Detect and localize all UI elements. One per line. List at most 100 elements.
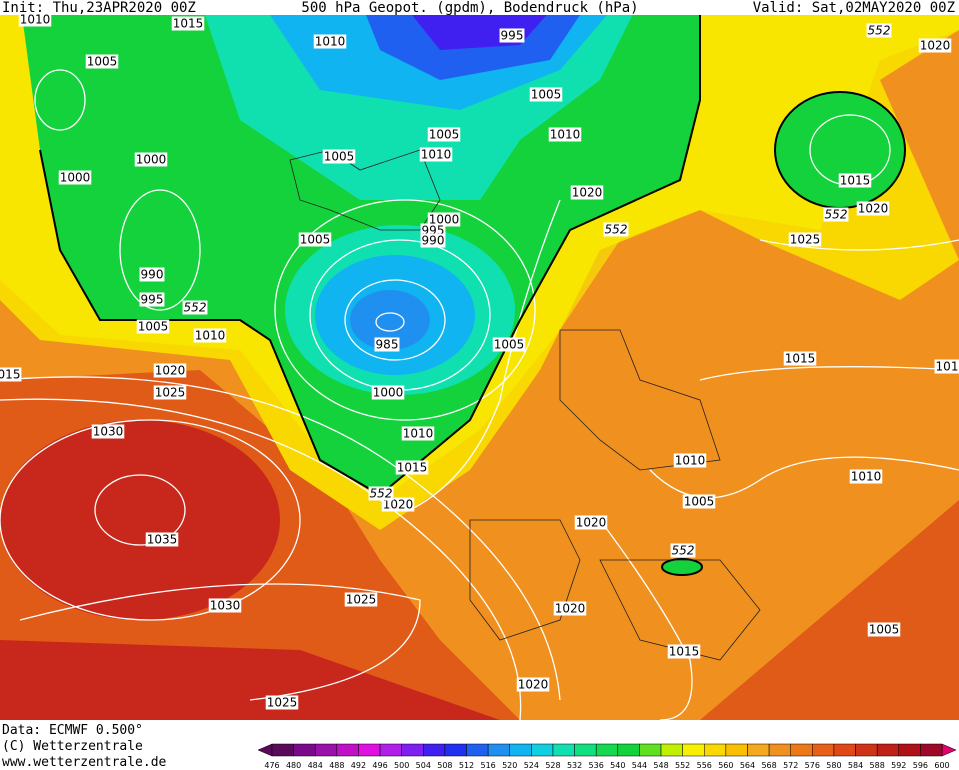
label-box — [682, 494, 716, 509]
isobar-labels: 1010 1015 1010 995 1005 1005 1010 1005 1010 1005 1… — [0, 12, 959, 710]
scale-cell — [466, 743, 489, 757]
scale-label: 480 — [286, 761, 301, 770]
isobar-label: 1010 — [195, 329, 226, 343]
header-bar — [0, 0, 959, 15]
scale-label: 536 — [589, 761, 604, 770]
isobar-label: 1025 — [267, 696, 298, 710]
label-box — [381, 497, 415, 512]
scale-cell — [444, 743, 467, 757]
label-box — [427, 127, 461, 142]
label-box — [401, 426, 435, 441]
isobar-label: 1020 — [555, 602, 586, 616]
label-box — [499, 28, 525, 43]
label-box — [395, 460, 429, 475]
isobar-label: 1000 — [429, 213, 460, 227]
isobar-label: 1010 — [851, 470, 882, 484]
label-box — [492, 337, 526, 352]
label-box — [193, 328, 227, 343]
isobar-label: 1005 — [531, 88, 562, 102]
scale-label: 560 — [718, 761, 733, 770]
isobar-label: 1030 — [210, 599, 241, 613]
label-box — [18, 12, 52, 27]
label-box — [371, 385, 405, 400]
label-box — [139, 267, 165, 282]
isobar-label: 995 — [141, 293, 164, 307]
label-box — [838, 173, 872, 188]
scale-label: 584 — [848, 761, 863, 770]
scale-label: 476 — [264, 761, 279, 770]
data-source: Data: ECMWF 0.500° — [2, 723, 143, 738]
scale-label: 568 — [761, 761, 776, 770]
isobar-label: 1010 — [421, 148, 452, 162]
scale-cell — [833, 743, 856, 757]
label-box — [322, 149, 356, 164]
isobar-label: 1005 — [494, 338, 525, 352]
scale-label: 592 — [891, 761, 906, 770]
label-box — [548, 127, 582, 142]
scale-cell — [552, 743, 575, 757]
isobar-label: 1005 — [138, 320, 169, 334]
label-box — [867, 622, 901, 637]
label-box — [529, 87, 563, 102]
scale-cell — [314, 743, 338, 757]
scale-cell — [920, 743, 943, 757]
isobar-label: 1030 — [93, 425, 124, 439]
isobar-label: 1020 — [155, 364, 186, 378]
scale-cell — [768, 743, 791, 757]
isobar-label: 1005 — [869, 623, 900, 637]
isobar-label: 1010 — [20, 13, 51, 27]
scale-cell — [617, 743, 640, 757]
scale-label: 504 — [416, 761, 431, 770]
label-box — [670, 543, 696, 558]
scale-cell — [531, 743, 554, 757]
scale-cell — [358, 743, 381, 757]
isobar-label: 1020 — [858, 202, 889, 216]
label-box — [516, 677, 550, 692]
scale-cell — [855, 743, 878, 757]
scale-label: 512 — [459, 761, 474, 770]
scale-label: 484 — [308, 761, 323, 770]
scale-label: 552 — [675, 761, 690, 770]
isobar-label: 101 — [936, 360, 959, 374]
copyright: (C) Wetterzentrale — [2, 739, 143, 754]
scale-label: 524 — [524, 761, 539, 770]
scale-label: 556 — [697, 761, 712, 770]
label-box — [171, 16, 205, 31]
contour-label: 552 — [672, 544, 695, 558]
map-background — [0, 0, 959, 720]
scale-label: 508 — [437, 761, 452, 770]
isobar-label: 1010 — [403, 427, 434, 441]
scale-label: 596 — [913, 761, 928, 770]
isobar-label: 1005 — [87, 55, 118, 69]
scale-label: 548 — [653, 761, 668, 770]
isobar-label: 1015 — [840, 174, 871, 188]
isobar-label: 1020 — [576, 516, 607, 530]
label-box — [603, 222, 629, 237]
isobar-label: 1020 — [518, 678, 549, 692]
label-box — [0, 367, 22, 382]
isobar-label: 1035 — [147, 533, 178, 547]
isobar-label: 1015 — [397, 461, 428, 475]
scale-cell — [509, 743, 532, 757]
label-box — [419, 147, 453, 162]
scale-label: 572 — [783, 761, 798, 770]
isobar-label: 1025 — [346, 593, 377, 607]
scale-cell — [682, 743, 705, 757]
label-box — [298, 232, 332, 247]
label-box — [673, 453, 707, 468]
scale-label: 600 — [934, 761, 949, 770]
scale-label: 576 — [805, 761, 820, 770]
label-box — [136, 319, 170, 334]
label-box — [134, 152, 168, 167]
label-box — [788, 232, 822, 247]
isobar-label: 990 — [141, 268, 164, 282]
init-label: Init: Thu,23APR2020 00Z — [2, 0, 196, 16]
scale-cell — [660, 743, 683, 757]
scale-cell — [401, 743, 424, 757]
scale-label: 520 — [502, 761, 517, 770]
isobar-label: 995 — [501, 29, 524, 43]
label-box — [374, 337, 400, 352]
scale-cell — [574, 743, 597, 757]
isobar-label: 015 — [0, 368, 20, 382]
